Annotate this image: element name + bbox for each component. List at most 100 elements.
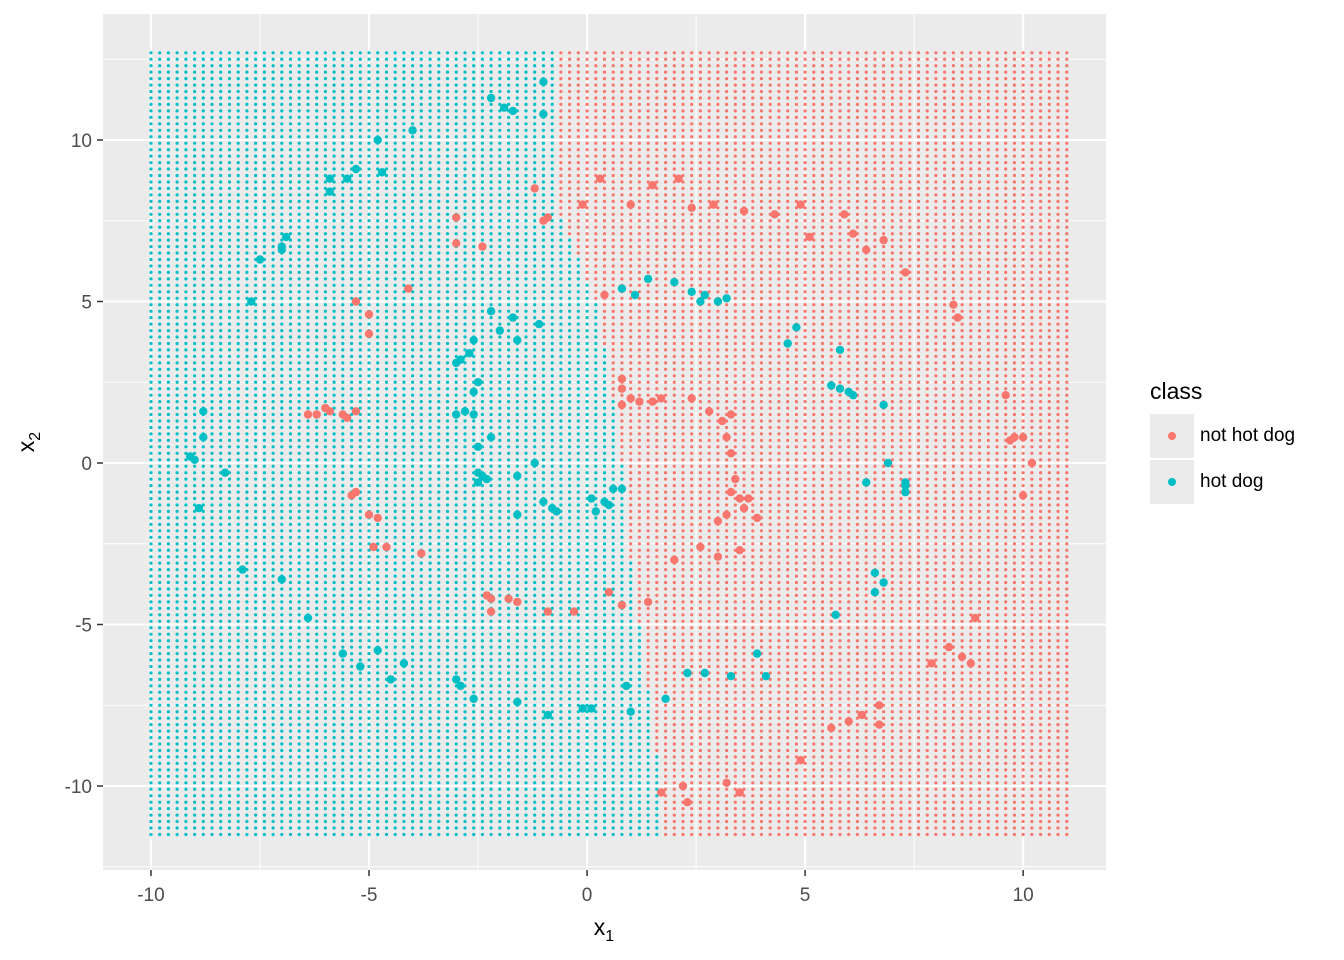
grid-point	[838, 251, 842, 255]
grid-point	[463, 283, 467, 287]
grid-point	[454, 316, 458, 320]
grid-point	[716, 115, 720, 119]
grid-point	[262, 83, 266, 87]
grid-point	[437, 251, 441, 255]
grid-point	[969, 77, 973, 81]
grid-point	[341, 283, 345, 287]
grid-point	[838, 180, 842, 184]
grid-point	[428, 70, 432, 74]
grid-point	[1056, 173, 1060, 178]
grid-point	[1021, 257, 1025, 262]
grid-point	[445, 277, 450, 281]
grid-point	[559, 264, 563, 268]
grid-point	[1004, 180, 1008, 184]
grid-point	[306, 154, 310, 158]
grid-point	[698, 316, 703, 320]
grid-point	[550, 303, 554, 307]
grid-point	[254, 212, 258, 216]
grid-point	[358, 232, 362, 236]
grid-point	[315, 89, 319, 94]
grid-point	[384, 341, 389, 346]
grid-point	[193, 128, 197, 132]
grid-point	[803, 57, 807, 61]
grid-point	[550, 322, 554, 326]
grid-point	[367, 161, 371, 165]
grid-point	[1047, 296, 1051, 300]
grid-point	[698, 57, 703, 61]
grid-point	[533, 199, 537, 203]
grid-point	[1030, 64, 1034, 68]
grid-point	[463, 102, 467, 106]
grid-point	[820, 232, 825, 236]
grid-point	[533, 70, 537, 74]
grid-point	[533, 115, 537, 119]
grid-point	[411, 283, 415, 287]
grid-point	[227, 83, 232, 87]
grid-point	[297, 70, 301, 74]
grid-point	[864, 277, 868, 281]
grid-point	[838, 122, 842, 126]
grid-point	[1039, 135, 1043, 139]
grid-point	[602, 57, 607, 61]
grid-point	[611, 135, 615, 139]
grid-point	[594, 77, 598, 81]
grid-point	[864, 219, 868, 223]
grid-point	[611, 193, 615, 197]
grid-point	[384, 238, 389, 242]
grid-point	[969, 296, 973, 300]
grid-point	[585, 70, 589, 74]
grid-point	[568, 251, 572, 255]
grid-point	[323, 102, 327, 106]
grid-point	[620, 141, 624, 145]
grid-point	[1065, 77, 1069, 81]
grid-point	[288, 283, 293, 287]
grid-point	[341, 77, 345, 81]
grid-point	[384, 219, 389, 223]
grid-point	[498, 348, 502, 352]
grid-point	[890, 141, 894, 145]
grid-point	[498, 257, 502, 262]
grid-point	[175, 264, 179, 268]
grid-point	[943, 316, 947, 320]
grid-point	[262, 225, 266, 229]
grid-point	[1012, 277, 1017, 281]
grid-point	[655, 322, 659, 326]
grid-point	[315, 122, 319, 126]
grid-point	[271, 96, 275, 100]
grid-point	[550, 186, 554, 190]
grid-point	[1004, 296, 1008, 300]
grid-point	[393, 251, 397, 255]
grid-point	[838, 225, 842, 229]
grid-point	[210, 341, 214, 346]
grid-point	[297, 270, 301, 274]
grid-point	[175, 135, 179, 139]
grid-point	[271, 322, 275, 326]
grid-point	[402, 251, 406, 255]
grid-point	[166, 283, 170, 287]
grid-point	[419, 51, 423, 55]
grid-point	[1039, 257, 1043, 262]
grid-point	[184, 335, 188, 339]
grid-point	[541, 277, 546, 281]
grid-point	[646, 199, 650, 203]
grid-point	[533, 64, 537, 68]
grid-point	[611, 251, 615, 255]
grid-point	[1065, 167, 1069, 171]
grid-point	[149, 141, 153, 145]
grid-point	[568, 348, 572, 352]
grid-point	[602, 135, 607, 139]
grid-point	[454, 251, 458, 255]
grid-point	[873, 219, 877, 223]
grid-point	[637, 57, 642, 61]
grid-point	[280, 186, 284, 190]
grid-point	[585, 109, 589, 113]
grid-point	[393, 180, 397, 184]
grid-point	[716, 128, 720, 132]
grid-point	[306, 180, 310, 184]
grid-point	[437, 51, 441, 55]
grid-point	[193, 193, 197, 197]
grid-point	[1030, 180, 1034, 184]
grid-point	[201, 206, 205, 210]
grid-point	[445, 225, 450, 229]
